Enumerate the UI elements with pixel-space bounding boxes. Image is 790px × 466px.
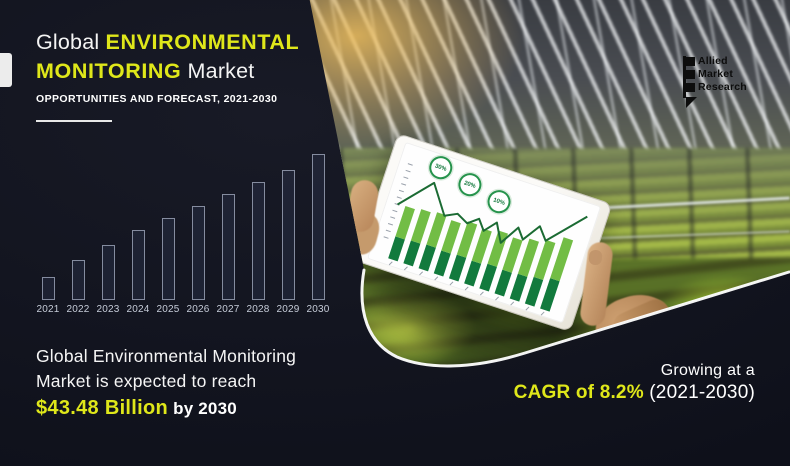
forecast-bar xyxy=(221,194,235,300)
logo-square xyxy=(686,57,695,66)
forecast-year-label: 2029 xyxy=(276,304,300,315)
forecast-bar xyxy=(101,245,115,300)
tablet-badge-20%: 20% xyxy=(455,170,485,200)
forecast-bar-column: 2026 xyxy=(183,206,213,315)
tablet-badge-10%: 10% xyxy=(484,187,514,217)
forecast-bar xyxy=(71,260,85,300)
forecast-year-label: 2024 xyxy=(126,304,150,315)
forecast-bar-column: 2021 xyxy=(33,277,63,315)
forecast-bar xyxy=(41,277,55,300)
logo-bracket xyxy=(683,56,686,98)
growth-callout: Growing at a CAGR of 8.2% (2021-2030) xyxy=(514,362,755,404)
left-edge-notch xyxy=(0,53,12,87)
forecast-year-label: 2021 xyxy=(36,304,60,315)
subtitle: OPPORTUNITIES AND FORECAST, 2021-2030 xyxy=(36,93,278,105)
allied-market-research-logo: Allied Market Research xyxy=(683,55,747,108)
logo-speech-tail xyxy=(686,97,697,108)
summary-line-2: Market is expected to reach xyxy=(36,370,257,391)
summary-value-suffix: by 2030 xyxy=(173,399,237,418)
growth-period: (2021-2030) xyxy=(649,382,755,403)
logo-text-line: Research xyxy=(698,81,747,93)
forecast-bar-column: 2028 xyxy=(243,182,273,315)
forecast-bar-column: 2029 xyxy=(273,170,303,315)
summary-line-1: Global Environmental Monitoring xyxy=(36,346,297,366)
forecast-bar xyxy=(251,182,265,300)
subtitle-underline xyxy=(36,120,112,122)
forecast-year-label: 2025 xyxy=(156,304,180,315)
forecast-bar-column: 2022 xyxy=(63,260,93,315)
forecast-year-label: 2030 xyxy=(306,304,330,315)
forecast-year-label: 2022 xyxy=(66,304,90,315)
growth-cagr: CAGR of 8.2% xyxy=(513,382,644,403)
logo-text-line: Allied xyxy=(698,55,728,67)
forecast-bar xyxy=(131,230,145,300)
title-highlight-2: MONITORING xyxy=(36,59,182,83)
forecast-bar xyxy=(161,218,175,300)
logo-text-line: Market xyxy=(698,68,734,80)
title-highlight-1: ENVIRONMENTAL xyxy=(105,30,300,54)
tablet-badge-30%: 30% xyxy=(426,153,456,183)
forecast-bar xyxy=(311,154,325,300)
forecast-bar-column: 2027 xyxy=(213,194,243,315)
forecast-bar-column: 2025 xyxy=(153,218,183,315)
forecast-bar xyxy=(281,170,295,300)
page-title: Global ENVIRONMENTAL MONITORING Market xyxy=(36,28,299,86)
summary-value: $43.48 Billion xyxy=(36,397,169,419)
forecast-year-label: 2028 xyxy=(246,304,270,315)
forecast-bar-column: 2030 xyxy=(303,154,333,315)
growth-line-1: Growing at a xyxy=(660,362,755,379)
forecast-bar-column: 2024 xyxy=(123,230,153,315)
forecast-bar-column: 2023 xyxy=(93,245,123,315)
title-suffix: Market xyxy=(187,59,255,83)
forecast-year-label: 2026 xyxy=(186,304,210,315)
logo-square xyxy=(686,70,695,79)
title-prefix: Global xyxy=(36,30,100,54)
logo-square xyxy=(686,83,695,92)
summary-text: Global Environmental Monitoring Market i… xyxy=(36,344,296,422)
forecast-bar-chart: 2021 2022 2023 2024 2025 2026 2027 2028 2029 2030 xyxy=(33,152,335,315)
forecast-year-label: 2023 xyxy=(96,304,120,315)
forecast-bar xyxy=(191,206,205,300)
forecast-year-label: 2027 xyxy=(216,304,240,315)
